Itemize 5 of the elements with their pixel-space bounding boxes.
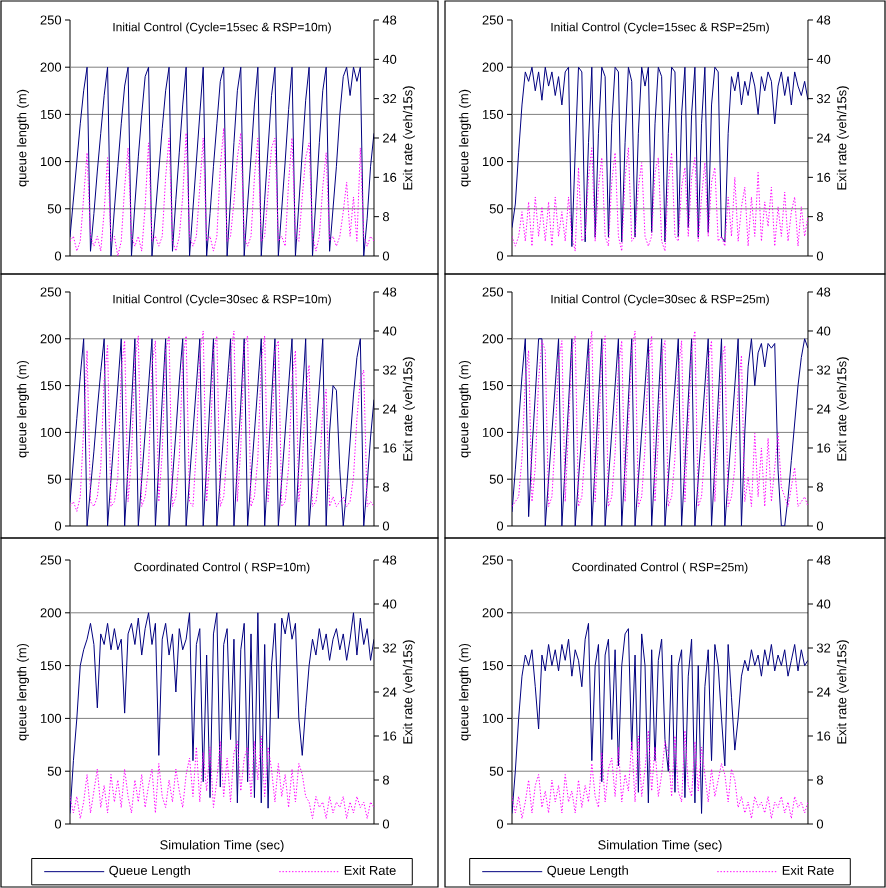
line-series — [70, 735, 374, 819]
line-series — [70, 612, 374, 814]
line-series — [512, 147, 808, 252]
line-series — [512, 66, 808, 248]
line-series — [512, 622, 808, 814]
